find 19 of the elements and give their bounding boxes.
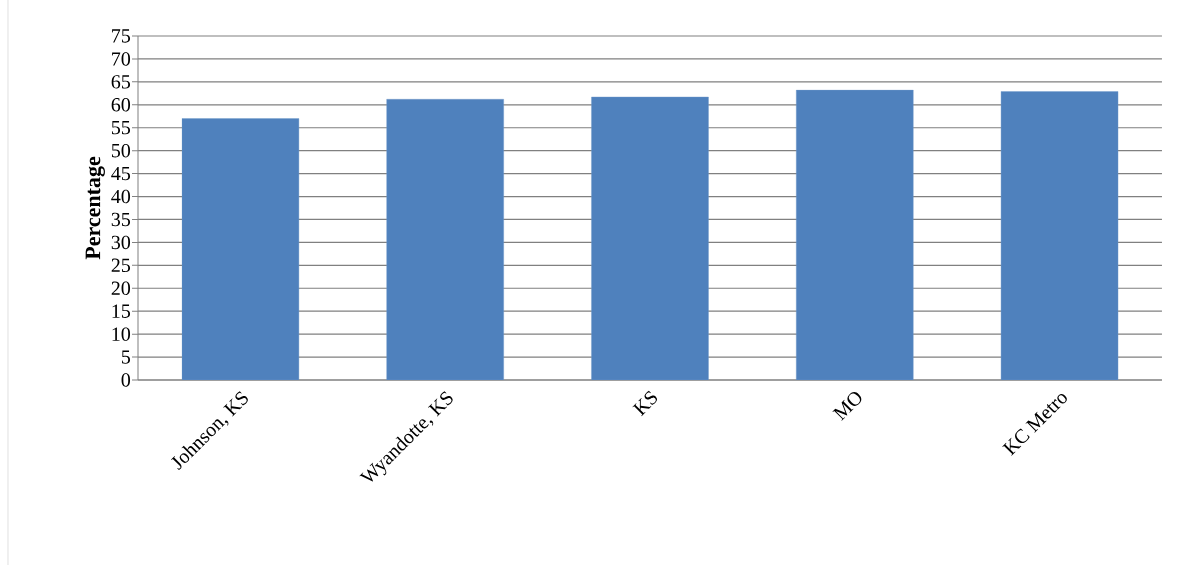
x-tick-label: MO <box>832 392 862 421</box>
y-tick-label: 75 <box>112 29 131 43</box>
y-tick-label: 55 <box>111 121 131 135</box>
y-axis-title: Percentage <box>85 156 105 260</box>
y-tick-label: 30 <box>111 235 131 250</box>
y-tick-label: 5 <box>121 350 131 364</box>
y-tick-label: 25 <box>111 258 131 273</box>
y-tick-label: 45 <box>111 166 131 181</box>
y-tick-label: 70 <box>112 52 131 66</box>
y-tick-label: 65 <box>111 75 131 89</box>
x-tick-label: KS <box>632 390 658 417</box>
y-tick-label: 50 <box>111 143 131 158</box>
y-tick-label: 0 <box>121 373 131 387</box>
y-tick-label: 35 <box>111 212 131 227</box>
y-tick-label: 10 <box>112 327 131 341</box>
y-tick-label: 15 <box>112 304 131 318</box>
y-tick-label: 20 <box>111 281 131 296</box>
y-tick-label: 40 <box>111 189 131 204</box>
y-tick-label: 60 <box>111 98 131 112</box>
